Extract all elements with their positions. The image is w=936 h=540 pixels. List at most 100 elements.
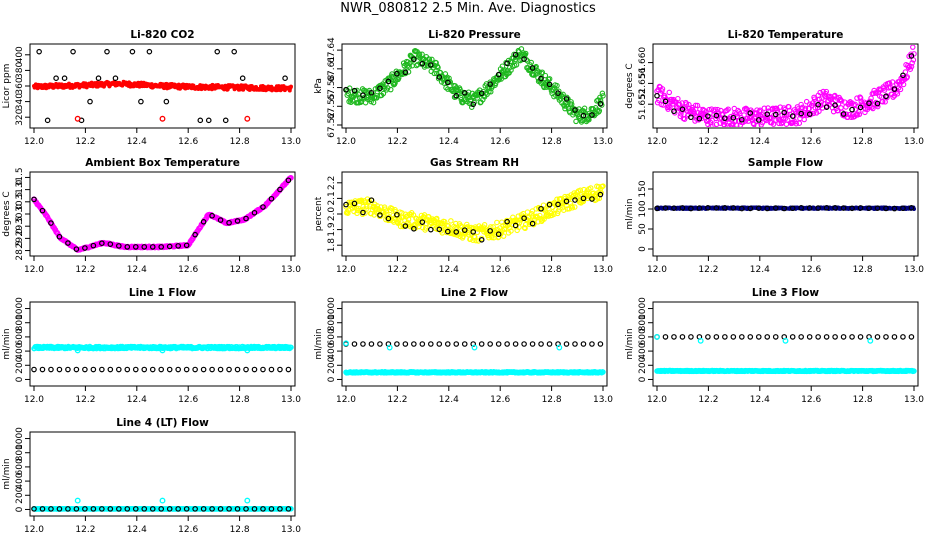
y-tick-label: 50 — [638, 223, 648, 235]
data-point — [747, 205, 754, 212]
data-point — [116, 506, 122, 512]
panel-title: Ambient Box Temperature — [85, 157, 240, 169]
page-title: NWR_080812 2.5 Min. Ave. Diagnostics — [340, 1, 596, 16]
x-tick-label: 12.6 — [178, 525, 198, 535]
data-point — [175, 243, 181, 249]
data-point — [521, 215, 527, 222]
data-point — [205, 117, 212, 124]
data-point — [124, 506, 131, 512]
x-tick-label: 12.2 — [698, 137, 718, 147]
data-point — [487, 81, 493, 87]
data-point — [413, 62, 420, 69]
data-point — [909, 60, 915, 66]
data-point — [502, 226, 508, 233]
data-point — [868, 104, 875, 111]
data-point — [39, 506, 46, 512]
y-tick-label: 0 — [15, 506, 25, 512]
data-point — [234, 506, 241, 512]
x-tick-label: 12.0 — [647, 265, 667, 275]
data-point — [772, 111, 779, 118]
data-point — [234, 218, 241, 224]
x-tick-label: 12.8 — [230, 265, 250, 275]
data-point — [434, 215, 440, 222]
data-point — [589, 196, 595, 202]
x-tick-label: 12.8 — [230, 525, 250, 535]
data-point — [840, 111, 847, 117]
x-tick-label: 12.8 — [853, 265, 873, 275]
x-tick-label: 13.0 — [904, 265, 924, 275]
data-point — [722, 115, 728, 122]
data-point — [854, 95, 860, 101]
data-point — [692, 102, 699, 109]
data-point — [908, 53, 915, 59]
data-point — [815, 334, 821, 340]
data-point — [149, 244, 156, 250]
data-point — [874, 100, 881, 107]
data-point — [662, 334, 669, 340]
data-point — [546, 76, 553, 82]
data-point — [453, 229, 460, 235]
data-point — [654, 333, 660, 340]
data-point — [478, 90, 485, 97]
data-point — [288, 344, 294, 351]
data-point — [442, 219, 448, 225]
data-point — [908, 63, 915, 70]
data-point — [192, 231, 198, 238]
series-reference — [31, 177, 292, 252]
data-point — [345, 210, 351, 216]
data-point — [73, 366, 80, 373]
data-point — [73, 506, 80, 512]
data-point — [730, 114, 737, 121]
data-point — [755, 334, 762, 340]
data-point — [48, 506, 54, 512]
plot-frame — [29, 301, 296, 387]
data-point — [260, 366, 266, 373]
data-point — [764, 205, 771, 212]
data-point — [268, 195, 275, 202]
data-point — [183, 506, 190, 512]
plot-frame — [652, 301, 919, 387]
data-point — [589, 112, 595, 118]
data-point — [428, 226, 434, 233]
data-point — [158, 366, 165, 373]
data-point — [368, 197, 375, 203]
y-tick-label: 0 — [327, 376, 337, 382]
data-point — [504, 218, 510, 225]
data-point — [688, 114, 694, 121]
y-tick-label: 200 — [15, 486, 25, 503]
data-point — [522, 225, 528, 232]
data-point — [450, 88, 457, 94]
data-point — [285, 177, 292, 184]
x-tick-label: 12.4 — [439, 137, 459, 147]
data-point — [448, 218, 454, 224]
data-point — [138, 98, 144, 105]
data-point — [587, 185, 594, 191]
data-point — [512, 341, 519, 347]
data-point — [798, 205, 804, 211]
data-points — [654, 45, 917, 127]
data-point — [857, 205, 864, 211]
data-point — [773, 117, 779, 123]
data-point — [897, 86, 904, 93]
data-point — [688, 205, 694, 212]
data-point — [739, 205, 745, 212]
data-point — [74, 497, 81, 504]
data-point — [713, 334, 720, 340]
data-point — [90, 242, 97, 249]
data-point — [849, 205, 855, 212]
data-point — [166, 366, 173, 373]
data-point — [436, 341, 443, 347]
data-point — [146, 48, 153, 55]
data-point — [789, 205, 796, 212]
data-point — [546, 201, 553, 208]
data-point — [599, 90, 606, 97]
data-point — [697, 337, 704, 344]
y-tick-label: 800 — [327, 314, 337, 331]
x-tick-label: 13.0 — [593, 265, 613, 275]
data-point — [739, 334, 745, 340]
data-point — [857, 95, 864, 101]
data-point — [343, 201, 349, 208]
x-tick-label: 13.0 — [281, 395, 301, 405]
